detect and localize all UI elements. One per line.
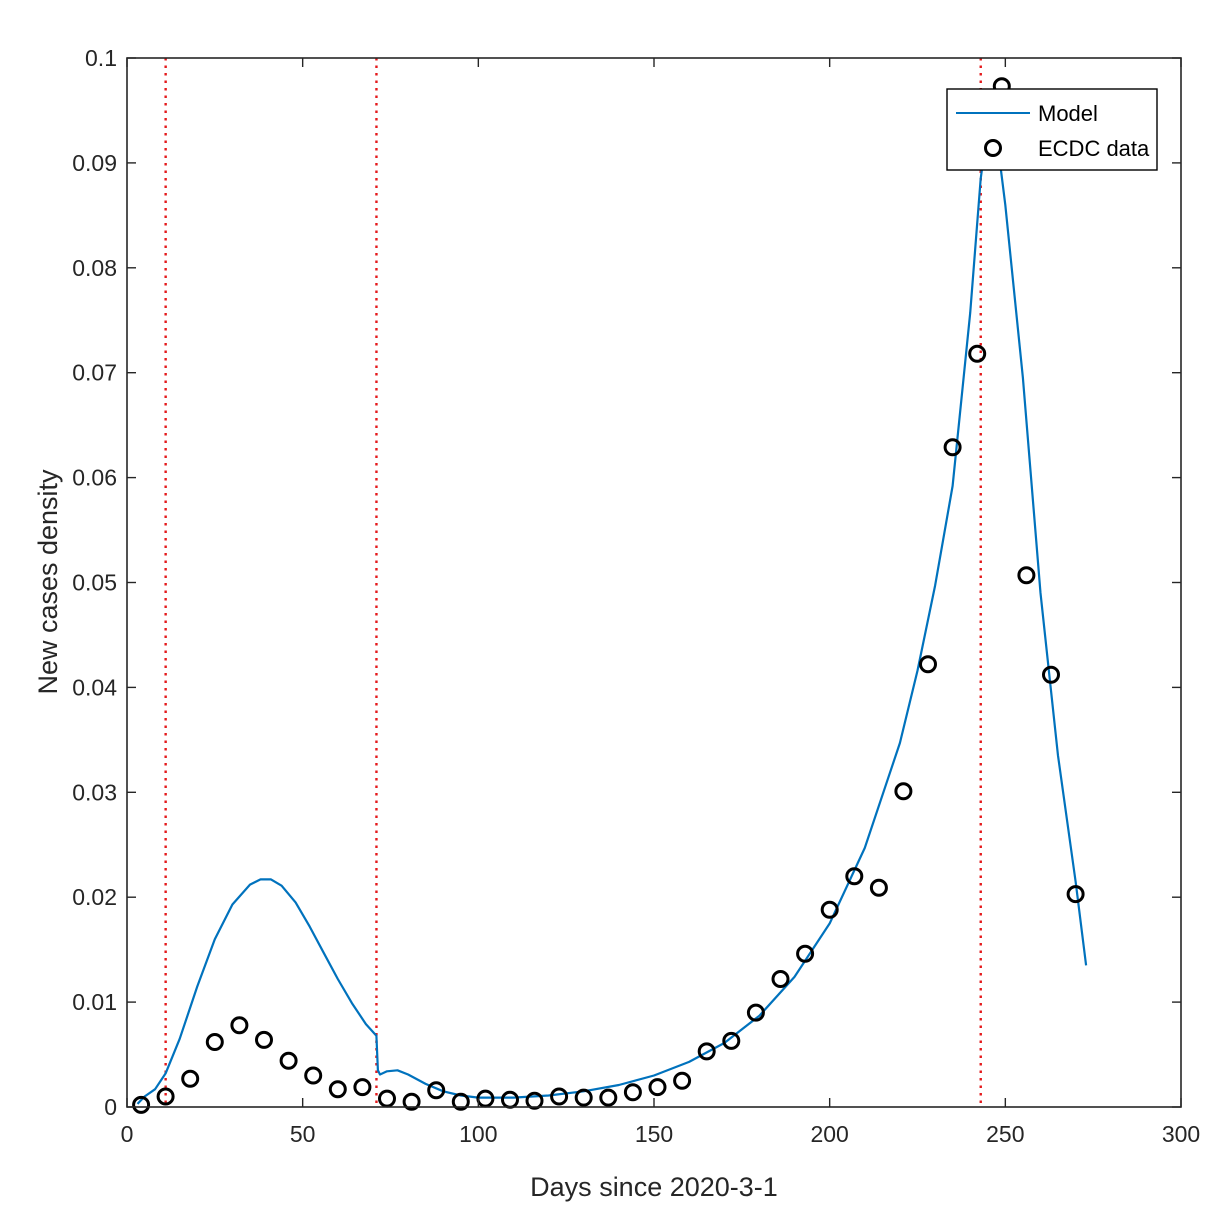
y-tick-label: 0.09 xyxy=(72,150,117,176)
data-point xyxy=(230,1016,249,1035)
data-point xyxy=(599,1088,618,1107)
data-point xyxy=(304,1066,323,1085)
data-point xyxy=(845,867,864,886)
data-point xyxy=(550,1087,569,1106)
y-tick-label: 0.05 xyxy=(72,570,117,596)
x-tick-label: 200 xyxy=(810,1121,848,1147)
data-point xyxy=(623,1083,642,1102)
data-point xyxy=(820,900,839,919)
data-point xyxy=(181,1069,200,1088)
x-tick-label: 100 xyxy=(459,1121,497,1147)
legend: Model ECDC data xyxy=(946,88,1158,171)
data-point xyxy=(796,944,815,963)
y-tick-label: 0.01 xyxy=(72,989,117,1015)
data-point xyxy=(132,1095,151,1114)
data-point xyxy=(574,1088,593,1107)
x-tick-label: 150 xyxy=(635,1121,673,1147)
data-point xyxy=(451,1092,470,1111)
data-point xyxy=(697,1042,716,1061)
y-tick-label: 0.1 xyxy=(85,45,117,71)
x-tick-label: 0 xyxy=(121,1121,134,1147)
data-point xyxy=(1017,566,1036,585)
data-point xyxy=(205,1033,224,1051)
legend-ecdc-label: ECDC data xyxy=(1038,136,1150,161)
y-tick-label: 0.03 xyxy=(72,779,117,805)
data-point xyxy=(525,1091,544,1110)
data-point xyxy=(869,878,888,897)
legend-model-label: Model xyxy=(1038,101,1098,126)
legend-box xyxy=(946,88,1158,171)
data-point xyxy=(894,782,913,801)
data-point xyxy=(156,1087,175,1106)
legend-ecdc-swatch xyxy=(984,139,1002,157)
data-point xyxy=(427,1081,446,1100)
x-tick-label: 50 xyxy=(290,1121,316,1147)
y-tick-label: 0.07 xyxy=(72,360,117,386)
data-point xyxy=(353,1078,372,1097)
x-tick-label: 300 xyxy=(1162,1121,1200,1147)
data-point xyxy=(746,1003,765,1022)
ecdc-data-series xyxy=(132,77,1085,1114)
data-point xyxy=(648,1078,667,1097)
data-point xyxy=(771,970,790,988)
y-tick-label: 0 xyxy=(104,1094,117,1120)
data-point xyxy=(722,1031,741,1050)
y-tick-label: 0.04 xyxy=(72,674,117,700)
event-lines xyxy=(164,58,982,1107)
x-axis-label: Days since 2020-3-1 xyxy=(530,1172,778,1202)
y-tick-label: 0.08 xyxy=(72,255,117,281)
data-point xyxy=(1042,665,1060,684)
plot-area xyxy=(127,58,1181,1107)
data-point xyxy=(673,1071,692,1090)
y-axis-label: New cases density xyxy=(33,469,63,695)
x-tick-label: 250 xyxy=(986,1121,1024,1147)
data-point xyxy=(943,438,962,457)
axis-ticks: 0 50 100 150 200 250 300 0 0.01 0.02 0.03 0.04 0.05 0… xyxy=(72,45,1200,1147)
data-point xyxy=(968,344,987,363)
data-point xyxy=(1066,885,1085,904)
data-point xyxy=(919,655,937,674)
y-tick-label: 0.06 xyxy=(72,465,117,491)
data-point xyxy=(402,1092,421,1111)
data-point xyxy=(378,1089,396,1108)
data-point xyxy=(328,1080,347,1099)
data-point xyxy=(279,1051,298,1070)
data-point xyxy=(255,1030,273,1049)
y-tick-label: 0.02 xyxy=(72,884,117,910)
